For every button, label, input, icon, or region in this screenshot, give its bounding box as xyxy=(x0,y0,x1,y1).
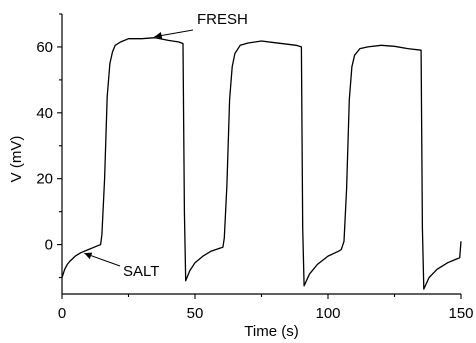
plot-area xyxy=(61,37,462,290)
axes xyxy=(61,14,461,295)
x-axis-title: Time (s) xyxy=(244,323,298,340)
x-tick-label: 0 xyxy=(58,305,66,322)
fresh-label: FRESH xyxy=(197,11,248,28)
y-axis-ticks: 0 20 40 60 xyxy=(36,13,62,279)
y-axis-title: V (mV) xyxy=(8,136,25,183)
x-tick-label: 150 xyxy=(448,305,473,322)
x-tick-label: 100 xyxy=(315,305,340,322)
annotations: FRESH SALT xyxy=(84,11,248,280)
x-tick-label: 50 xyxy=(187,305,204,322)
y-tick-label: 20 xyxy=(36,171,53,188)
y-tick-label: 0 xyxy=(45,237,53,254)
y-tick-label: 60 xyxy=(36,39,53,56)
salt-arrowhead xyxy=(84,252,93,260)
y-tick-label: 40 xyxy=(36,105,53,122)
series-line-0 xyxy=(61,37,462,290)
fresh-arrowhead xyxy=(154,32,163,39)
x-axis-ticks: 0 50 100 150 xyxy=(58,294,474,322)
salt-label: SALT xyxy=(123,263,159,280)
